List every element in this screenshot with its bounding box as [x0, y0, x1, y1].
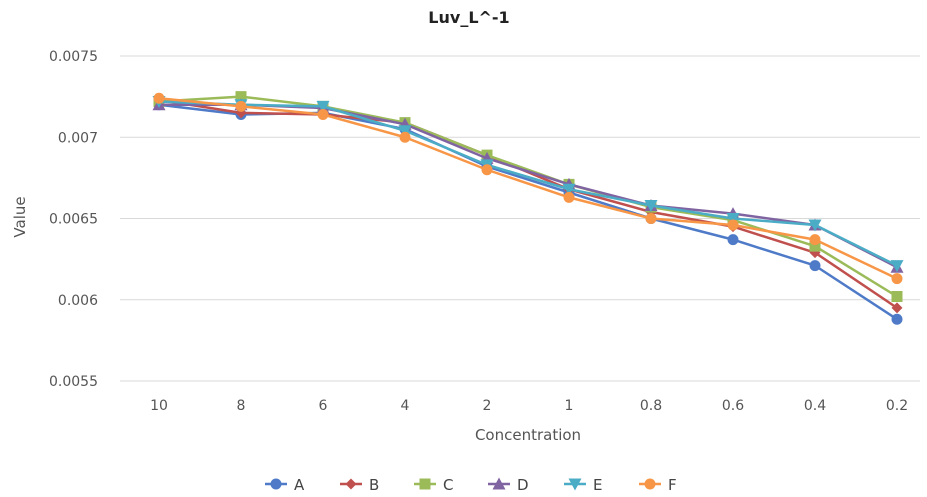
- legend-label: A: [294, 476, 305, 494]
- data-point: [398, 125, 412, 138]
- legend-label: F: [668, 476, 677, 494]
- data-point: [809, 260, 821, 272]
- legend-marker: [270, 478, 282, 490]
- y-tick-label: 0.006: [58, 293, 98, 309]
- data-point: [726, 213, 740, 225]
- x-tick-label: 8: [237, 398, 246, 414]
- legend-marker: [568, 478, 582, 491]
- legend-item-a: A: [265, 476, 305, 494]
- data-point: [153, 92, 165, 104]
- data-point: [317, 109, 329, 120]
- legend-label: D: [517, 476, 529, 494]
- legend-marker: [419, 478, 431, 490]
- legend-label: B: [369, 476, 379, 494]
- legend-item-b: B: [340, 476, 379, 494]
- legend-marker: [644, 478, 656, 490]
- y-tick-label: 0.0055: [49, 374, 98, 390]
- data-point: [809, 234, 821, 246]
- data-point: [235, 100, 247, 112]
- x-axis-title: Concentration: [475, 426, 581, 444]
- data-point: [809, 240, 821, 252]
- x-tick-label: 6: [319, 398, 328, 414]
- legend-item-c: C: [414, 476, 453, 494]
- y-axis-title: Value: [11, 196, 29, 237]
- data-point: [562, 183, 576, 196]
- legend-marker: [492, 477, 506, 490]
- x-tick-label: 10: [150, 398, 168, 414]
- x-tick-label: 1: [565, 398, 574, 414]
- series-f: [153, 92, 903, 285]
- y-axis-ticks: 0.0055 0.006 0.0065 0.007 0.0075: [49, 49, 98, 390]
- data-point: [235, 91, 247, 103]
- data-point: [563, 191, 575, 203]
- data-point: [891, 291, 903, 302]
- data-point: [481, 164, 493, 176]
- data-point: [644, 200, 658, 212]
- data-point: [891, 302, 903, 314]
- series-line: [158, 98, 898, 309]
- legend-label: E: [593, 476, 602, 494]
- x-tick-label: 0.6: [722, 398, 744, 414]
- x-tick-label: 0.8: [640, 398, 662, 414]
- data-point: [727, 219, 739, 231]
- legend-item-e: E: [564, 476, 602, 494]
- data-point: [808, 219, 822, 232]
- data-point: [891, 273, 903, 285]
- y-tick-label: 0.0075: [49, 49, 98, 65]
- legend-item-d: D: [488, 476, 529, 494]
- x-axis-ticks: 10 8 6 4 2 1 0.8 0.6 0.4 0.2: [150, 398, 908, 414]
- legend: A B C D E F: [265, 476, 677, 494]
- x-tick-label: 4: [401, 398, 410, 414]
- series-group: [152, 91, 904, 325]
- grid-lines: [120, 55, 920, 382]
- data-point: [645, 213, 657, 224]
- series-b: [153, 94, 903, 314]
- y-tick-label: 0.007: [58, 130, 98, 146]
- series-a: [153, 99, 903, 325]
- x-tick-label: 0.4: [804, 398, 826, 414]
- data-point: [890, 260, 904, 273]
- series-line: [158, 97, 898, 280]
- legend-marker: [345, 478, 357, 490]
- series-c: [153, 91, 903, 302]
- x-tick-label: 2: [483, 398, 492, 414]
- series-d: [152, 98, 904, 273]
- data-point: [891, 313, 903, 325]
- data-point: [316, 100, 330, 113]
- y-tick-label: 0.0065: [49, 212, 98, 228]
- data-point: [399, 131, 411, 143]
- x-tick-label: 0.2: [886, 398, 908, 414]
- data-point: [727, 234, 739, 246]
- legend-label: C: [443, 476, 453, 494]
- series-line: [158, 95, 898, 298]
- chart-title: Luv_L^-1: [428, 8, 509, 27]
- legend-item-f: F: [639, 476, 677, 494]
- series-line: [158, 100, 898, 267]
